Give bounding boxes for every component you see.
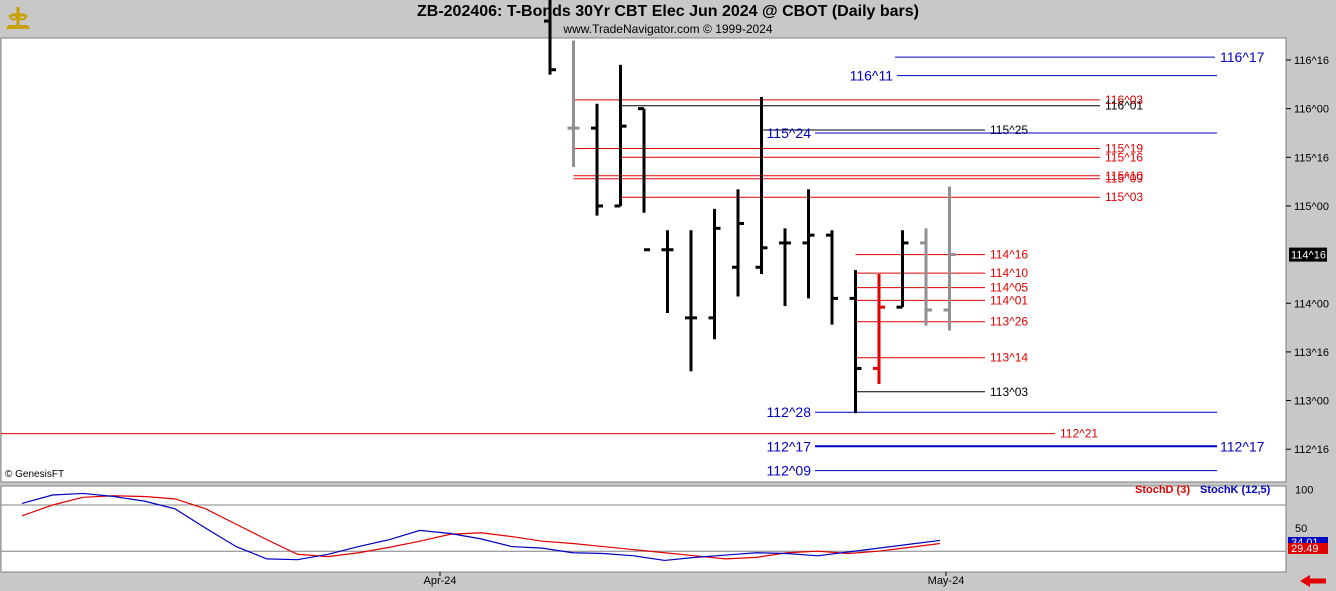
price-axis-label: 116^16 [1294,55,1329,67]
stoch-axis-label: 50 [1295,523,1307,535]
level-label-115^03: 115^03 [1105,190,1143,204]
price-axis-label: 112^16 [1294,444,1329,456]
level-label-112^09: 112^09 [767,463,812,479]
level-label-114^05: 114^05 [990,281,1028,295]
level-label-113^26: 113^26 [990,315,1028,329]
level-label-113^14: 113^14 [990,351,1028,365]
stochk-value-box [1288,537,1328,548]
current-price-label: 114^16 [1291,250,1326,262]
level-label-113^03: 113^03 [990,385,1028,399]
time-axis-label: May-24 [928,575,965,587]
level-label-116^01: 116^01 [1105,99,1143,113]
stoch-series-line-1 [21,492,941,562]
level-label-114^16: 114^16 [990,248,1028,262]
level-label-116^11: 116^11 [850,68,894,84]
legend-stochk: StochK (12,5) [1200,484,1271,496]
chart-title: ZB-202406: T-Bonds 30Yr CBT Elec Jun 202… [417,3,919,20]
stochd-value-box [1288,543,1328,554]
red-left-arrow-icon[interactable] [1298,574,1328,588]
price-axis-label: 113^16 [1294,347,1329,359]
level-label-116^17: 116^17 [1220,49,1265,65]
stoch-series-line-0 [21,495,941,560]
level-label-115^19: 115^19 [1105,142,1143,156]
level-label-114^01: 114^01 [990,293,1028,307]
level-label-115^10: 115^10 [1105,169,1143,183]
price-plot-area [0,37,1287,483]
price-axis-label: 113^00 [1294,396,1329,408]
level-label-115^09: 115^09 [1105,172,1143,186]
level-label-115^16: 115^16 [1105,150,1143,164]
copyright-label: © GenesisFT [5,469,65,480]
price-axis-label: 116^00 [1294,104,1329,116]
stochd-value-label: 29.49 [1291,543,1319,555]
level-label-114^10: 114^10 [990,266,1028,280]
indicator-plot-area [0,485,1287,573]
level-label-116^03: 116^03 [1105,93,1143,107]
level-label-112^28: 112^28 [767,404,812,420]
stoch-axis-label: 100 [1295,485,1313,497]
legend-stochd: StochD (3) [1135,484,1190,496]
time-axis-label: Apr-24 [423,575,456,587]
price-axis-label: 115^16 [1294,152,1329,164]
current-price-marker [1289,247,1327,262]
level-label-115^25: 115^25 [990,123,1028,137]
price-axis-label: 114^00 [1294,298,1329,310]
chart-subtitle: www.TradeNavigator.com © 1999-2024 [563,22,773,36]
level-label-right-112^17: 112^17 [1220,438,1265,454]
price-axis-label: 115^00 [1294,201,1329,213]
level-label-left-112^17: 112^17 [767,438,812,454]
trade-navigator-logo-icon[interactable] [3,3,33,33]
level-label-115^24: 115^24 [767,125,812,141]
level-label-112^21: 112^21 [1060,427,1098,441]
